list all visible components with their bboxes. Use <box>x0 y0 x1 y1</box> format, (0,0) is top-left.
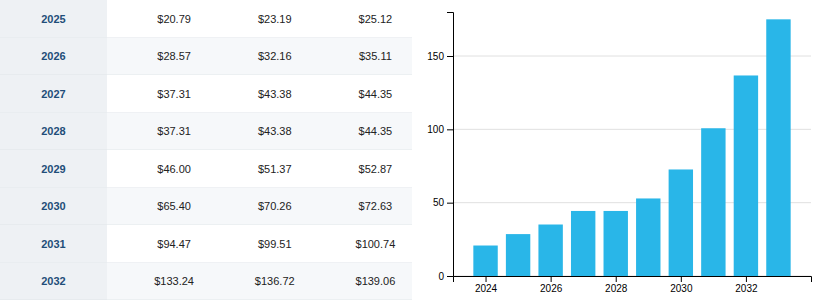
bar <box>669 169 693 276</box>
bars <box>473 19 790 276</box>
y-tick-label: 150 <box>427 51 444 62</box>
table-year-cell <box>0 38 107 76</box>
y-tick: 100 <box>427 124 453 135</box>
y-tick-label: 0 <box>438 271 444 282</box>
table-value: $43.38 <box>258 88 292 100</box>
x-tick-mark <box>551 276 552 282</box>
table-year: 2030 <box>41 200 65 212</box>
x-axis: 2024 2026 2028 2030 2032 <box>454 276 812 294</box>
y-tick-mark <box>447 203 453 204</box>
y-tick-mark <box>447 56 453 57</box>
table-value: $37.31 <box>157 125 191 137</box>
y-axis: 0 50 100 150 <box>427 13 453 282</box>
table-value: $100.74 <box>356 238 396 250</box>
x-tick-mark <box>681 276 682 282</box>
table-row <box>107 113 412 151</box>
x-tick-label: 2026 <box>540 283 563 294</box>
table-value: $136.72 <box>255 275 295 287</box>
table-value: $44.35 <box>359 125 393 137</box>
y-tick-mark <box>447 129 453 130</box>
table-row <box>107 38 412 76</box>
table-value: $52.87 <box>359 163 393 175</box>
bar <box>636 198 660 276</box>
table-year-cell <box>0 0 107 38</box>
table-value: $51.37 <box>258 163 292 175</box>
x-tick-mark <box>486 276 487 282</box>
y-axis-line <box>447 13 454 277</box>
table-row <box>107 150 412 188</box>
bar <box>701 128 725 276</box>
table-year-cell <box>0 75 107 113</box>
x-tick: 2026 <box>540 276 563 294</box>
x-tick-label: 2024 <box>475 283 498 294</box>
table-year-cell <box>0 113 107 151</box>
y-tick-label: 100 <box>427 124 444 135</box>
page: 2025 $20.79 $23.19 $25.12 2026 $28.57 $32.16 $3… <box>0 0 825 300</box>
y-tick: 50 <box>433 197 453 208</box>
bar <box>473 246 497 276</box>
table-value: $32.16 <box>258 50 292 62</box>
table-value: $28.57 <box>157 50 191 62</box>
table-row <box>107 0 412 38</box>
x-tick: 2032 <box>735 276 758 294</box>
table-year: 2029 <box>41 163 65 175</box>
table-value: $25.12 <box>359 13 393 25</box>
y-tick: 0 <box>438 271 453 282</box>
y-tick-mark <box>447 276 453 277</box>
table-row <box>107 225 412 263</box>
x-axis-line <box>454 277 812 283</box>
table-value: $37.31 <box>157 88 191 100</box>
table-year: 2026 <box>41 50 65 62</box>
bar <box>766 19 790 276</box>
table-value: $72.63 <box>359 200 393 212</box>
x-tick: 2024 <box>475 276 498 294</box>
grid-line <box>453 56 811 57</box>
table-year: 2027 <box>41 88 65 100</box>
grid <box>453 56 811 276</box>
table-value: $35.11 <box>359 50 392 62</box>
x-tick-label: 2032 <box>735 283 758 294</box>
table-year-cell <box>0 150 107 188</box>
x-tick: 2030 <box>670 276 693 294</box>
table-year-cell <box>0 188 107 226</box>
bar <box>604 211 628 276</box>
table-value: $20.79 <box>157 13 191 25</box>
table-row <box>107 75 412 113</box>
x-tick-label: 2030 <box>670 283 693 294</box>
table-year-cell <box>0 225 107 263</box>
y-tick-label: 50 <box>433 197 445 208</box>
table: 2025 $20.79 $23.19 $25.12 2026 $28.57 $32.16 $3… <box>0 0 412 300</box>
table-value: $99.51 <box>258 238 292 250</box>
table-row <box>107 263 412 300</box>
x-tick-mark <box>616 276 617 282</box>
table-value: $133.24 <box>154 275 194 287</box>
bar <box>538 225 562 276</box>
table-value: $139.06 <box>356 275 396 287</box>
bar <box>734 75 758 276</box>
table-value: $44.35 <box>359 88 393 100</box>
table-value: $23.19 <box>258 13 292 25</box>
table-year: 2032 <box>41 275 65 287</box>
bar <box>506 234 530 276</box>
table-year: 2031 <box>41 238 65 250</box>
table-year: 2028 <box>41 125 65 137</box>
table-value: $43.38 <box>258 125 292 137</box>
chart: 2024 2026 2028 2030 2032 0 50 100 150 <box>427 13 811 295</box>
table-value: $46.00 <box>157 163 191 175</box>
table-value: $94.47 <box>157 238 191 250</box>
table-value: $70.26 <box>258 200 292 212</box>
table-year-cell <box>0 263 107 300</box>
x-tick-label: 2028 <box>605 283 628 294</box>
table-value: $65.40 <box>157 200 191 212</box>
table-row <box>107 188 412 226</box>
x-tick: 2028 <box>605 276 628 294</box>
bar <box>571 211 595 276</box>
x-tick-mark <box>746 276 747 282</box>
y-tick: 150 <box>427 51 453 62</box>
table-year: 2025 <box>41 13 65 25</box>
